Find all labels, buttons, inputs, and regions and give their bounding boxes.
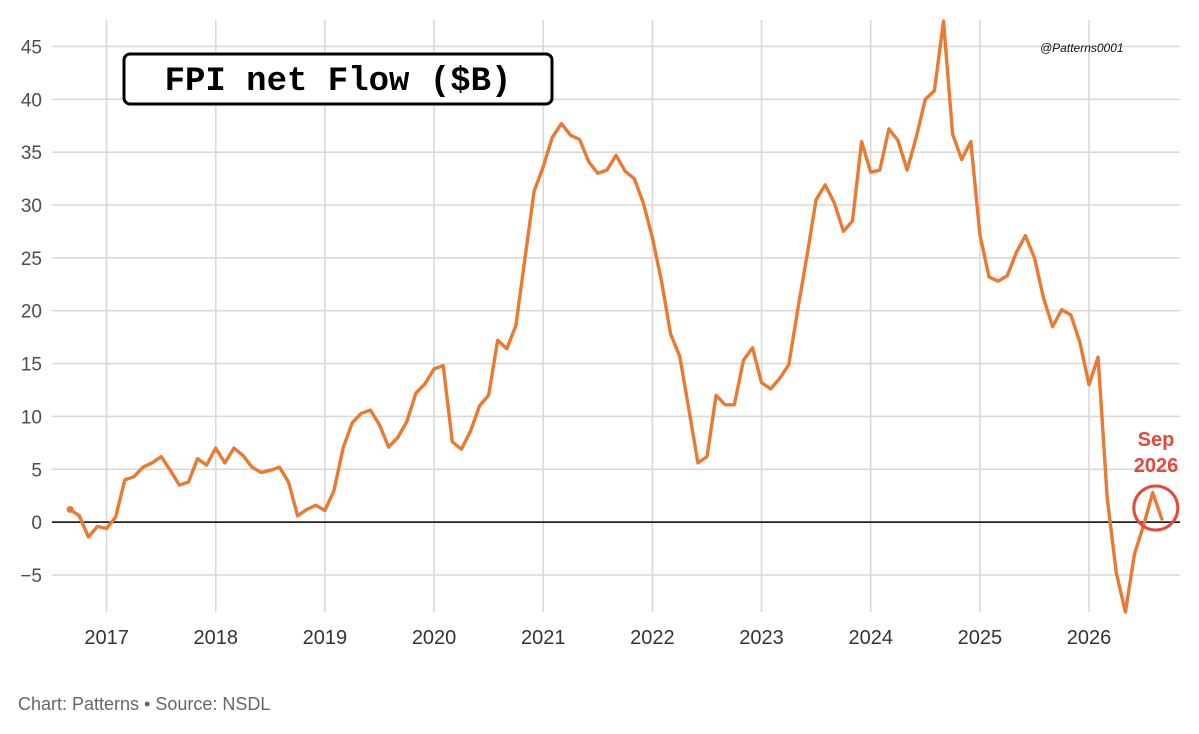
x-tick-label: 2021 (521, 627, 566, 649)
y-tick-label: −5 (20, 566, 42, 587)
x-tick-label: 2020 (412, 627, 457, 649)
y-tick-label: 10 (21, 407, 42, 428)
x-tick-label: 2019 (303, 627, 348, 649)
y-tick-label: 0 (31, 513, 42, 534)
x-tick-label: 2025 (958, 627, 1003, 649)
annotation-circle (1132, 484, 1180, 532)
x-tick-label: 2026 (1067, 627, 1112, 649)
x-tick-label: 2022 (630, 627, 675, 649)
chart-title-box: FPI net Flow ($B) (122, 52, 554, 106)
title-frame (122, 52, 554, 106)
fpi-net-flow-series-line (68, 19, 1164, 614)
latest-point-annotation: Sep 2026 (1132, 429, 1180, 532)
x-axis-tick-labels: 2017 2018 2019 2020 2021 2022 2023 2024 2025 2026 (84, 627, 1111, 649)
chart-title: FPI net Flow ($B) (165, 63, 512, 101)
y-tick-label: 30 (21, 196, 42, 217)
y-tick-label: 35 (21, 143, 42, 164)
y-tick-label: 25 (21, 249, 42, 270)
watermark-handle: @Patterns0001 (1040, 41, 1124, 55)
x-tick-label: 2024 (848, 627, 893, 649)
y-axis-tick-labels: −5 0 5 10 15 20 25 30 35 40 45 (20, 37, 42, 587)
y-tick-label: 20 (21, 302, 42, 323)
x-tick-label: 2017 (84, 627, 129, 649)
y-tick-label: 5 (31, 460, 42, 481)
data-point (66, 505, 74, 513)
annotation-month: Sep (1138, 429, 1175, 451)
y-tick-label: 40 (21, 90, 42, 111)
chart-footer-source: Chart: Patterns • Source: NSDL (18, 694, 271, 714)
series-data-points (66, 505, 74, 513)
x-gridlines (105, 20, 1090, 612)
y-tick-label: 15 (21, 355, 42, 376)
x-tick-label: 2018 (193, 627, 238, 649)
x-tick-label: 2023 (739, 627, 784, 649)
annotation-year: 2026 (1134, 455, 1179, 477)
y-tick-label: 45 (21, 37, 42, 58)
y-gridlines (52, 45, 1180, 576)
